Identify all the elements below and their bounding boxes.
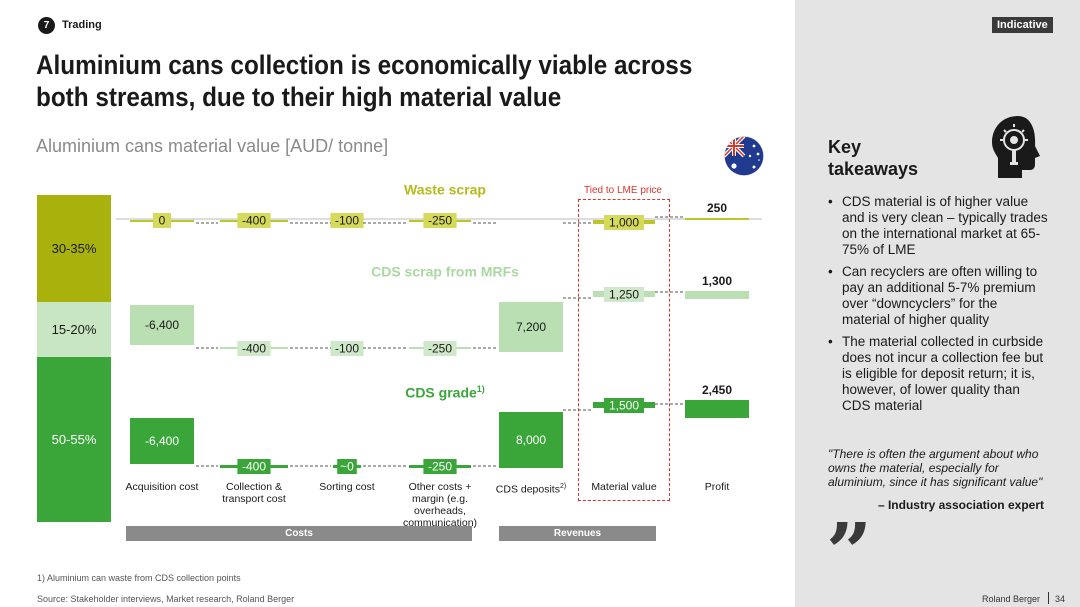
footnote: 1) Aluminium can waste from CDS collecti… bbox=[37, 573, 241, 583]
bar-cds-grade-6 bbox=[685, 400, 749, 418]
waterfall-chart: 0 -400 -100 -250 1,000 250 -6,400 -400 -100 -250 7… bbox=[116, 201, 762, 474]
value-label-cds-scrap-6: 1,300 bbox=[702, 274, 732, 288]
value-box-waste-scrap-2 bbox=[330, 213, 364, 228]
category-label-sorting: Sorting cost bbox=[319, 481, 375, 493]
australia-flag-icon bbox=[724, 136, 764, 176]
takeaways-list: CDS material is of higher value and is v… bbox=[828, 194, 1048, 420]
value-box-cds-scrap-2 bbox=[330, 341, 364, 356]
value-box-cds-scrap-5 bbox=[604, 287, 644, 302]
head-lightbulb-icon bbox=[992, 116, 1040, 178]
value-label-cds-scrap-3: -250 bbox=[428, 342, 452, 356]
quotation-mark-icon: ” bbox=[826, 505, 873, 599]
page-title: Aluminium cans collection is economicall… bbox=[36, 50, 693, 112]
lme-annotation: Tied to LME price bbox=[584, 185, 662, 196]
category-label-profit: Profit bbox=[704, 481, 730, 493]
takeaway-item: The material collected in curbside does … bbox=[828, 334, 1048, 414]
value-label-cds-grade-0: -6,400 bbox=[145, 434, 179, 448]
band-waste-scrap: 30-35% bbox=[37, 195, 111, 302]
brand-name: Roland Berger bbox=[982, 594, 1041, 604]
group-costs: Costs bbox=[126, 526, 472, 541]
category-label-other-costs: Other costs + margin (e.g. overheads, co… bbox=[402, 481, 478, 529]
value-box-cds-grade-2 bbox=[337, 459, 357, 474]
category-label-collection: Collection & transport cost bbox=[222, 481, 286, 505]
band-cds-grade: 50-55% bbox=[37, 357, 111, 522]
series-title-waste-scrap: Waste scrap bbox=[404, 181, 486, 198]
quote-author: – Industry association expert bbox=[877, 498, 1044, 512]
value-label-waste-scrap-6: 250 bbox=[707, 201, 727, 215]
value-label-cds-grade-3: -250 bbox=[428, 460, 452, 474]
value-box-waste-scrap-5 bbox=[604, 215, 644, 230]
value-label-waste-scrap-1: -400 bbox=[242, 214, 266, 228]
category-label-acquisition: Acquisition cost bbox=[125, 481, 199, 493]
bar-cds-scrap-6 bbox=[685, 291, 749, 299]
value-label-waste-scrap-0: 0 bbox=[159, 214, 166, 228]
bar-cds-scrap-4 bbox=[499, 302, 563, 352]
value-box-waste-scrap-3 bbox=[423, 213, 457, 228]
value-label-waste-scrap-3: -250 bbox=[428, 214, 452, 228]
lme-highlight-box bbox=[578, 199, 670, 501]
value-label-cds-scrap-0: -6,400 bbox=[145, 318, 179, 332]
value-label-cds-scrap-1: -400 bbox=[242, 342, 266, 356]
category-label-material-value: Material value bbox=[591, 481, 657, 493]
bar-cds-scrap-0 bbox=[130, 305, 194, 345]
value-box-cds-grade-3 bbox=[423, 459, 457, 474]
value-box-cds-scrap-1 bbox=[237, 341, 271, 356]
bar-waste-scrap-6 bbox=[685, 218, 749, 220]
value-label-cds-scrap-4: 7,200 bbox=[516, 320, 546, 334]
series-title-cds-scrap: CDS scrap from MRFs bbox=[371, 263, 519, 280]
category-label-cds-deposits: CDS deposits2) bbox=[495, 483, 567, 496]
value-label-cds-grade-6: 2,450 bbox=[702, 383, 732, 397]
value-label-cds-grade-4: 8,000 bbox=[516, 433, 546, 447]
page-number: 34 bbox=[1055, 594, 1066, 604]
chart-subtitle: Aluminium cans material value [AUD/ tonn… bbox=[36, 136, 389, 156]
value-box-waste-scrap-1 bbox=[237, 213, 271, 228]
bar-cds-grade-0 bbox=[130, 418, 194, 464]
band-cds-scrap: 15-20% bbox=[37, 302, 111, 357]
step-number-badge: 7 bbox=[38, 17, 55, 34]
value-label-cds-grade-5: 1,500 bbox=[609, 399, 639, 413]
indicative-badge: Indicative bbox=[992, 17, 1053, 33]
takeaways-title: Key takeaways bbox=[828, 137, 919, 179]
value-label-cds-scrap-5: 1,250 bbox=[609, 288, 639, 302]
value-label-waste-scrap-5: 1,000 bbox=[609, 216, 639, 230]
expert-quote: "There is often the argument about who o… bbox=[828, 447, 1043, 489]
value-box-cds-grade-1 bbox=[237, 459, 271, 474]
takeaway-item: CDS material is of higher value and is v… bbox=[828, 194, 1048, 258]
takeaway-item: Can recyclers are often willing to pay a… bbox=[828, 264, 1048, 328]
value-box-waste-scrap-0 bbox=[153, 213, 171, 228]
value-label-cds-grade-2: ~0 bbox=[340, 460, 354, 474]
value-label-cds-grade-1: -400 bbox=[242, 460, 266, 474]
group-revenues: Revenues bbox=[499, 526, 656, 541]
value-box-cds-scrap-3 bbox=[423, 341, 457, 356]
page-separator bbox=[1048, 592, 1049, 604]
source-note: Source: Stakeholder interviews, Market r… bbox=[37, 594, 295, 604]
value-label-waste-scrap-2: -100 bbox=[335, 214, 359, 228]
series-title-cds-grade: CDS grade1) bbox=[405, 384, 485, 401]
section-label: Trading bbox=[62, 19, 102, 31]
bar-cds-grade-4 bbox=[499, 412, 563, 468]
value-label-cds-scrap-2: -100 bbox=[335, 342, 359, 356]
value-box-cds-grade-5 bbox=[604, 398, 644, 413]
